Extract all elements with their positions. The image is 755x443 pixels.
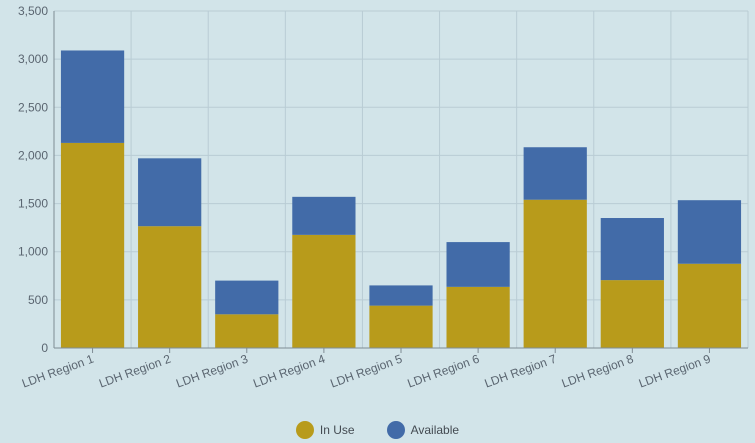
x-tick-label: LDH Region 1: [20, 352, 96, 391]
bar-in-use[interactable]: [600, 280, 664, 348]
y-tick-label: 2,500: [18, 100, 48, 114]
bar-available[interactable]: [523, 147, 587, 200]
legend-item-in-use[interactable]: In Use: [295, 421, 355, 439]
bar-available[interactable]: [215, 280, 279, 315]
bar-available[interactable]: [292, 196, 356, 235]
legend-item-available[interactable]: Available: [386, 421, 460, 439]
bar-in-use[interactable]: [446, 286, 510, 348]
x-tick-label: LDH Region 4: [251, 352, 327, 391]
x-tick-label: LDH Region 9: [637, 352, 713, 391]
bar-in-use[interactable]: [215, 314, 279, 348]
bar-available[interactable]: [600, 218, 664, 281]
legend-label-in-use: In Use: [319, 423, 355, 437]
x-tick-label: LDH Region 7: [483, 352, 559, 391]
y-tick-label: 3,500: [18, 4, 48, 18]
bars: [60, 50, 742, 348]
bar-available[interactable]: [677, 200, 742, 264]
y-tick-label: 1,000: [18, 245, 48, 259]
y-tick-label: 2,000: [18, 148, 48, 162]
x-tick-label: LDH Region 6: [406, 352, 482, 391]
bar-available[interactable]: [446, 242, 510, 287]
bar-available[interactable]: [60, 50, 125, 143]
y-tick-label: 500: [28, 293, 48, 307]
legend-label-available: Available: [410, 423, 460, 437]
x-tick-label: LDH Region 3: [174, 352, 250, 391]
x-tick-label: LDH Region 8: [560, 352, 636, 391]
legend: In Use Available: [0, 419, 755, 441]
legend-swatch-available: [386, 421, 405, 439]
y-axis: 0 500 1,000 1,500 2,000 2,500 3,000 3,500: [18, 4, 48, 355]
y-tick-label: 3,000: [18, 52, 48, 66]
y-tick-label: 0: [41, 341, 48, 355]
bar-in-use[interactable]: [369, 305, 433, 348]
bar-in-use[interactable]: [292, 234, 356, 348]
bar-in-use[interactable]: [138, 226, 202, 348]
bar-in-use[interactable]: [60, 142, 125, 348]
x-tick-label: LDH Region 2: [97, 352, 173, 391]
legend-swatch-in-use: [295, 421, 314, 439]
y-tick-label: 1,500: [18, 197, 48, 211]
bar-in-use[interactable]: [677, 263, 742, 348]
bar-available[interactable]: [138, 158, 202, 227]
bar-in-use[interactable]: [523, 199, 587, 348]
bar-chart: 0 500 1,000 1,500 2,000 2,500 3,000 3,500 LDH R…: [18, 4, 749, 391]
bar-available[interactable]: [369, 285, 433, 306]
x-tick-label: LDH Region 5: [328, 352, 404, 391]
